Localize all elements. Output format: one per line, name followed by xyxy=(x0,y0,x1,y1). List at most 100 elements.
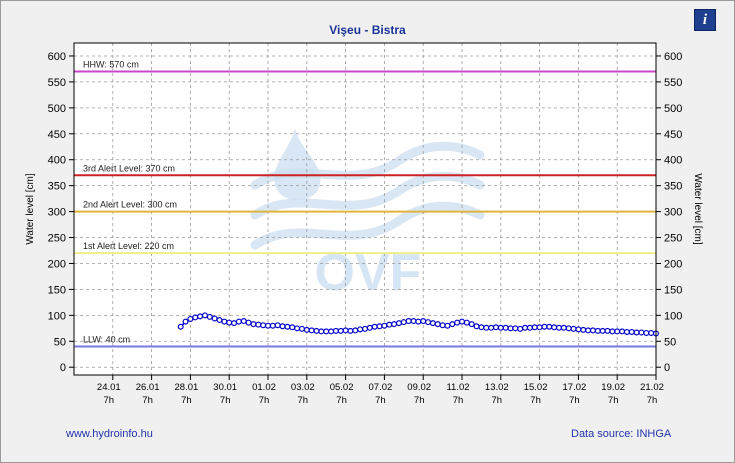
y-axis-title-left: Water level [cm] xyxy=(25,173,36,245)
watermark-wave xyxy=(250,201,485,250)
data-point xyxy=(589,327,596,334)
y-tick-label-left: 150 xyxy=(48,284,66,296)
x-tick-date: 11.02 xyxy=(446,382,469,393)
data-point xyxy=(522,324,529,331)
y-tick-label-left: 250 xyxy=(48,233,66,245)
data-point xyxy=(391,321,398,328)
data-point xyxy=(454,319,461,326)
y-tick-label-right: 400 xyxy=(664,155,682,167)
y-tick-label-right: 150 xyxy=(664,284,682,296)
threshold-label: 1st Alert Level: 220 cm xyxy=(83,241,174,251)
y-tick-label-right: 500 xyxy=(664,103,682,115)
data-point xyxy=(328,328,335,335)
hydroinfo-link[interactable]: www.hydroinfo.hu xyxy=(66,428,153,440)
data-point xyxy=(279,323,286,330)
data-point xyxy=(468,321,475,328)
x-tick-date: 03.02 xyxy=(291,382,315,393)
data-point xyxy=(250,321,257,328)
data-point xyxy=(410,318,417,325)
data-point xyxy=(594,327,601,334)
data-point xyxy=(221,318,228,325)
x-tick-date: 28.01 xyxy=(175,382,199,393)
data-point xyxy=(240,318,247,325)
y-tick-label-left: 500 xyxy=(48,103,66,115)
data-point xyxy=(628,328,635,335)
threshold-label: HHW: 570 cm xyxy=(83,60,139,70)
info-icon[interactable]: i xyxy=(694,9,716,31)
data-point xyxy=(531,324,538,331)
x-tick-hour: 7h xyxy=(492,395,503,406)
data-point xyxy=(555,324,562,331)
data-point xyxy=(395,320,402,327)
y-tick-label-right: 250 xyxy=(664,233,682,245)
y-tick-label-right: 100 xyxy=(664,310,682,322)
y-tick-label-left: 600 xyxy=(48,51,66,63)
x-tick-date: 17.02 xyxy=(563,382,587,393)
x-tick-hour: 7h xyxy=(220,395,231,406)
data-point xyxy=(206,313,213,320)
data-point xyxy=(444,322,451,329)
data-point xyxy=(303,326,310,333)
data-point xyxy=(177,323,184,330)
data-point xyxy=(623,328,630,335)
data-point xyxy=(269,322,276,329)
data-point xyxy=(497,324,504,331)
data-point xyxy=(560,324,567,331)
y-tick-label-left: 200 xyxy=(48,258,66,270)
data-point xyxy=(211,315,218,322)
x-tick-date: 15.02 xyxy=(524,382,548,393)
y-tick-label-left: 450 xyxy=(48,129,66,141)
data-point xyxy=(357,326,364,333)
data-point xyxy=(235,318,242,325)
y-tick-label-right: 200 xyxy=(664,258,682,270)
y-tick-label-left: 100 xyxy=(48,310,66,322)
x-tick-hour: 7h xyxy=(142,395,153,406)
data-point xyxy=(255,321,262,328)
data-point xyxy=(439,322,446,329)
data-point xyxy=(478,324,485,331)
x-tick-hour: 7h xyxy=(298,395,309,406)
x-tick-date: 09.02 xyxy=(407,382,431,393)
x-tick-date: 13.02 xyxy=(485,382,509,393)
plot-area xyxy=(74,43,656,375)
data-point xyxy=(575,326,582,333)
data-point xyxy=(526,324,533,331)
data-point xyxy=(434,321,441,328)
y-tick-label-left: 400 xyxy=(48,155,66,167)
x-tick-hour: 7h xyxy=(530,395,541,406)
x-tick-date: 19.02 xyxy=(601,382,625,393)
data-point xyxy=(459,318,466,325)
data-point xyxy=(313,327,320,334)
data-point xyxy=(376,323,383,330)
x-tick-hour: 7h xyxy=(647,395,658,406)
y-tick-label-left: 50 xyxy=(54,336,66,348)
watermark-drop xyxy=(274,128,321,200)
x-tick-hour: 7h xyxy=(453,395,464,406)
data-point xyxy=(614,328,621,335)
data-point xyxy=(648,329,655,336)
data-point xyxy=(245,319,252,326)
chart-title: Vişeu - Bistra xyxy=(329,23,406,37)
y-axis-title-right: Water level [cm] xyxy=(692,173,703,245)
data-point xyxy=(633,329,640,336)
data-point xyxy=(502,324,509,331)
data-point xyxy=(643,329,650,336)
x-tick-hour: 7h xyxy=(181,395,192,406)
data-point xyxy=(201,312,208,319)
data-point xyxy=(289,324,296,331)
data-point xyxy=(362,325,369,332)
x-tick-date: 07.02 xyxy=(369,382,393,393)
y-tick-label-left: 300 xyxy=(48,207,66,219)
y-tick-label-right: 0 xyxy=(664,362,670,374)
data-point xyxy=(216,317,223,324)
data-point xyxy=(449,321,456,328)
data-point xyxy=(638,329,645,336)
data-point xyxy=(192,314,199,321)
data-point xyxy=(342,327,349,334)
data-point xyxy=(473,323,480,330)
data-point xyxy=(260,322,267,329)
data-point xyxy=(507,325,514,332)
x-tick-hour: 7h xyxy=(336,395,347,406)
data-source-text: Data source: INHGA xyxy=(571,428,672,440)
threshold-label: 2nd Alert Level: 300 cm xyxy=(83,200,177,210)
